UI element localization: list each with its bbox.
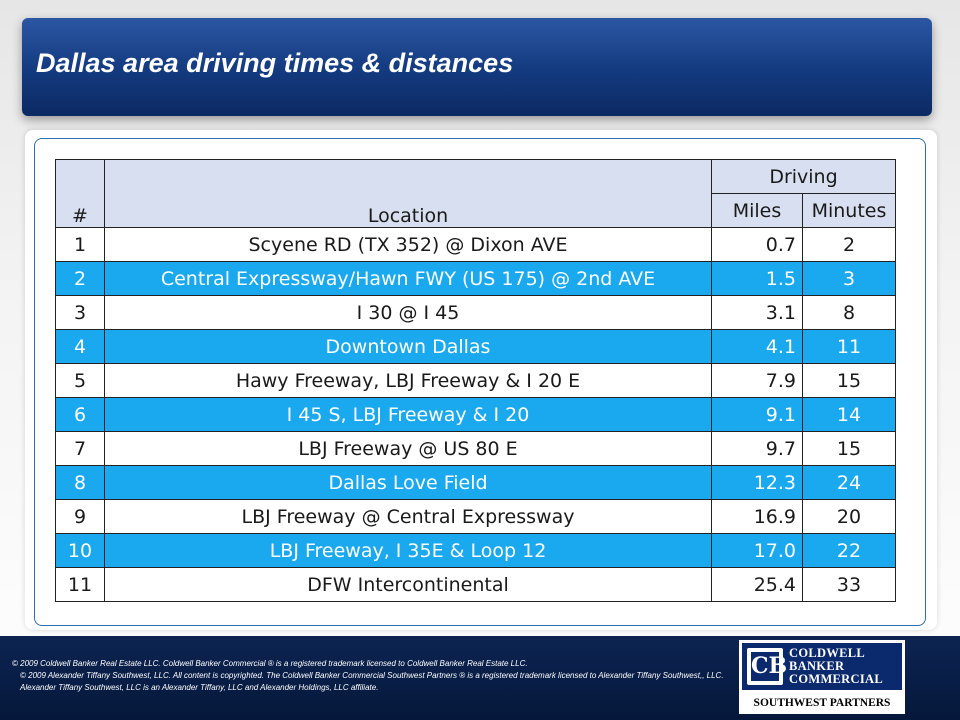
table-row: 11 DFW Intercontinental 25.4 33 <box>55 567 896 602</box>
content-card: # Location Driving Miles Minutes 1 Scyene… <box>25 130 937 630</box>
legal-line-2: © 2009 Alexander Tiffany Southwest, LLC.… <box>20 671 724 692</box>
table-row: 1 Scyene RD (TX 352) @ Dixon AVE 0.7 2 <box>55 227 896 262</box>
logo-line-1: COLDWELL <box>789 646 866 660</box>
header-num: # <box>55 159 105 228</box>
row-location: Hawy Freeway, LBJ Freeway & I 20 E <box>104 363 712 398</box>
table-row: 2 Central Expressway/Hawn FWY (US 175) @ … <box>55 261 896 296</box>
table-row: 10 LBJ Freeway, I 35E & Loop 12 17.0 22 <box>55 533 896 568</box>
table-row: 9 LBJ Freeway @ Central Expressway 16.9 20 <box>55 499 896 534</box>
row-location: I 30 @ I 45 <box>104 295 712 330</box>
header-driving: Driving <box>711 159 896 194</box>
row-miles: 3.1 <box>711 295 803 330</box>
row-miles: 9.7 <box>711 431 803 466</box>
row-miles: 9.1 <box>711 397 803 432</box>
row-minutes: 8 <box>802 295 896 330</box>
row-minutes: 15 <box>802 431 896 466</box>
table-body: 1 Scyene RD (TX 352) @ Dixon AVE 0.7 2 2 Cent… <box>55 227 896 602</box>
header-miles: Miles <box>711 193 803 228</box>
row-location: Central Expressway/Hawn FWY (US 175) @ 2… <box>104 261 712 296</box>
row-location: LBJ Freeway @ Central Expressway <box>104 499 712 534</box>
table-header-row-bottom: Miles Minutes <box>56 193 896 228</box>
coldwell-banker-logo: CB COLDWELL BANKER COMMERCIAL SOUTHWEST … <box>739 640 905 714</box>
row-minutes: 2 <box>802 227 896 262</box>
row-number: 11 <box>55 567 105 602</box>
logo-mark-glyph: CB <box>751 652 788 681</box>
table-row: 5 Hawy Freeway, LBJ Freeway & I 20 E 7.9 15 <box>55 363 896 398</box>
table-row: 4 Downtown Dallas 4.1 11 <box>55 329 896 364</box>
row-miles: 0.7 <box>711 227 803 262</box>
row-number: 2 <box>55 261 105 296</box>
row-minutes: 20 <box>802 499 896 534</box>
row-miles: 25.4 <box>711 567 803 602</box>
slide-title: Dallas area driving times & distances <box>36 48 514 78</box>
row-location: Downtown Dallas <box>104 329 712 364</box>
row-number: 8 <box>55 465 105 500</box>
row-miles: 12.3 <box>711 465 803 500</box>
row-minutes: 22 <box>802 533 896 568</box>
driving-table: # Location Driving Miles Minutes 1 Scyene… <box>55 159 896 602</box>
header-location: Location <box>104 159 712 228</box>
row-number: 5 <box>55 363 105 398</box>
row-location: I 45 S, LBJ Freeway & I 20 <box>104 397 712 432</box>
row-number: 6 <box>55 397 105 432</box>
table-header-row-top: # Location Driving <box>55 159 896 228</box>
logo-subtitle: SOUTHWEST PARTNERS <box>753 697 891 709</box>
row-number: 1 <box>55 227 105 262</box>
row-minutes: 24 <box>802 465 896 500</box>
table-row: 7 LBJ Freeway @ US 80 E 9.7 15 <box>55 431 896 466</box>
row-number: 4 <box>55 329 105 364</box>
table-frame: # Location Driving Miles Minutes 1 Scyene… <box>34 138 926 626</box>
row-minutes: 3 <box>802 261 896 296</box>
row-miles: 7.9 <box>711 363 803 398</box>
row-miles: 4.1 <box>711 329 803 364</box>
row-number: 7 <box>55 431 105 466</box>
row-minutes: 33 <box>802 567 896 602</box>
row-miles: 1.5 <box>711 261 803 296</box>
row-number: 9 <box>55 499 105 534</box>
row-minutes: 14 <box>802 397 896 432</box>
logo-banner: CB COLDWELL BANKER COMMERCIAL <box>742 643 902 690</box>
row-number: 10 <box>55 533 105 568</box>
row-number: 3 <box>55 295 105 330</box>
row-miles: 16.9 <box>711 499 803 534</box>
logo-line-2: BANKER <box>789 659 845 673</box>
row-miles: 17.0 <box>711 533 803 568</box>
row-location: Scyene RD (TX 352) @ Dixon AVE <box>104 227 712 262</box>
row-minutes: 11 <box>802 329 896 364</box>
row-location: LBJ Freeway @ US 80 E <box>104 431 712 466</box>
footer: © 2009 Coldwell Banker Real Estate LLC. … <box>0 636 960 720</box>
row-minutes: 15 <box>802 363 896 398</box>
row-location: DFW Intercontinental <box>104 567 712 602</box>
table-row: 8 Dallas Love Field 12.3 24 <box>55 465 896 500</box>
logo-wordmark: COLDWELL BANKER COMMERCIAL <box>789 647 883 686</box>
title-bar: Dallas area driving times & distances <box>22 18 932 116</box>
legal-line-1: © 2009 Coldwell Banker Real Estate LLC. … <box>12 659 528 668</box>
cb-mark-icon: CB <box>747 648 788 685</box>
row-location: LBJ Freeway, I 35E & Loop 12 <box>104 533 712 568</box>
header-minutes: Minutes <box>802 193 896 228</box>
row-location: Dallas Love Field <box>104 465 712 500</box>
logo-line-3: COMMERCIAL <box>789 672 883 686</box>
legal-notice: © 2009 Coldwell Banker Real Estate LLC. … <box>12 658 732 694</box>
